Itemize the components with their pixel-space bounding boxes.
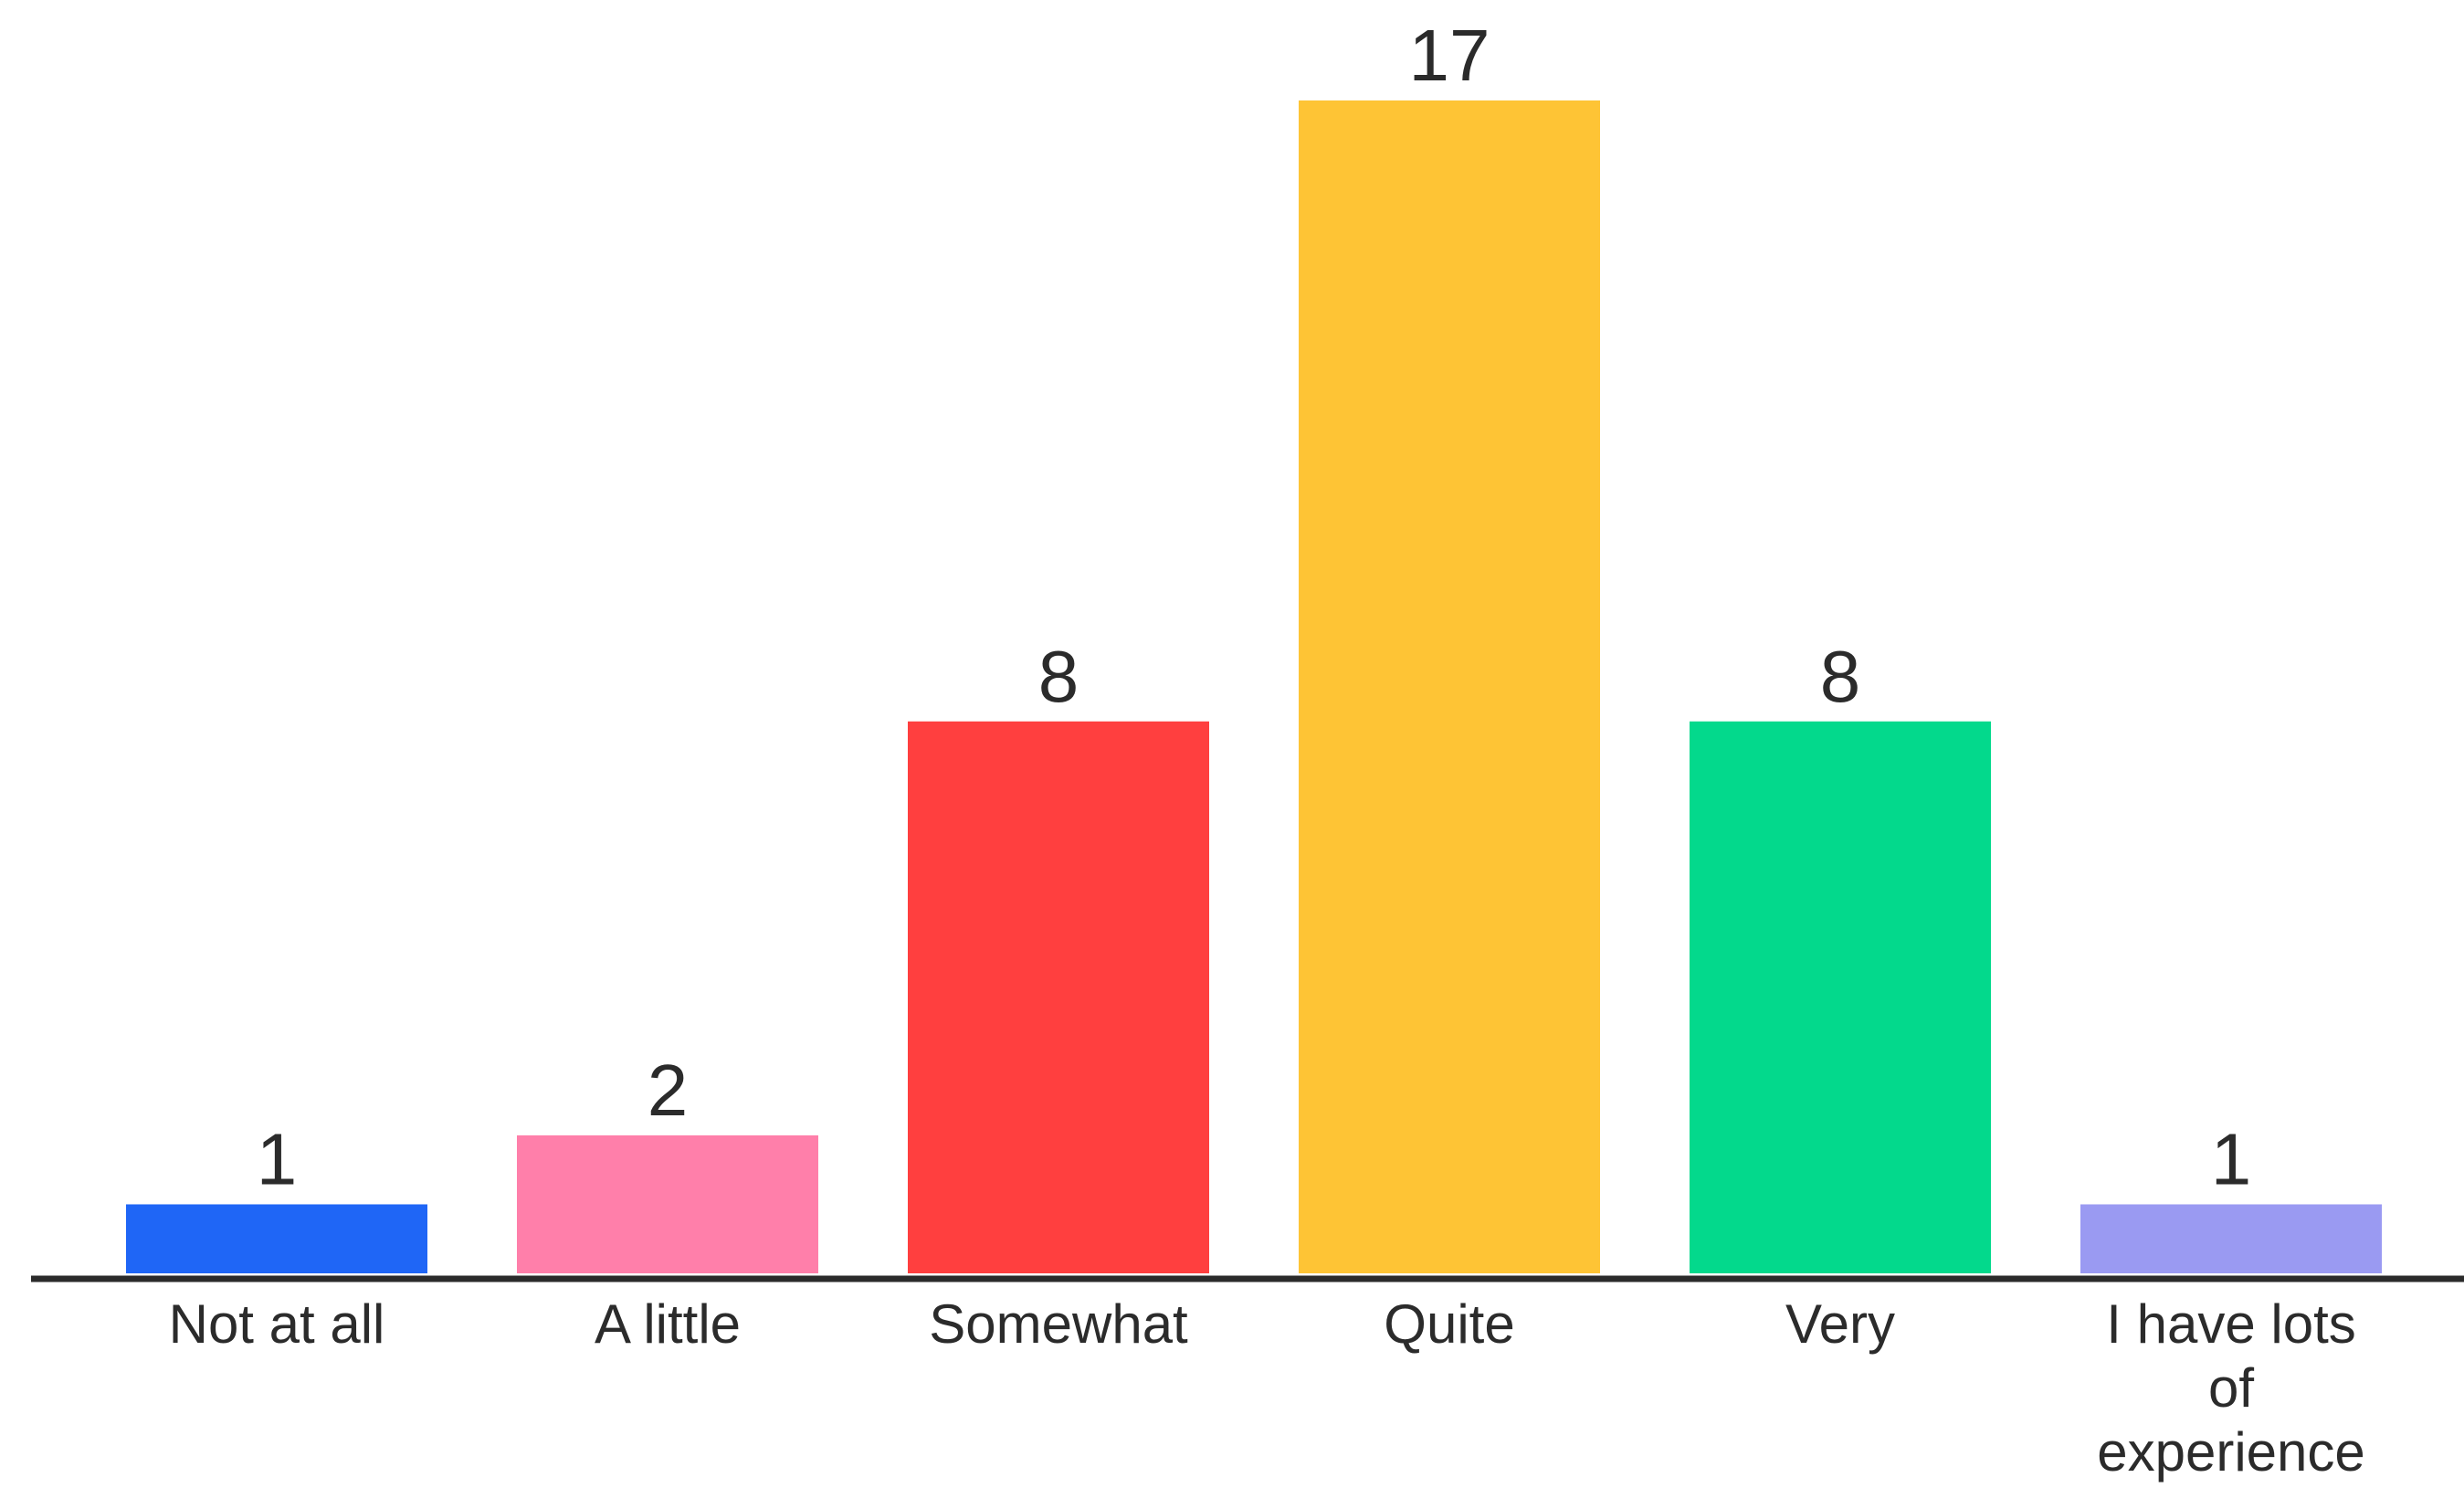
data-label-1: 2 bbox=[648, 1050, 689, 1131]
category-label-line: Not at all bbox=[169, 1293, 385, 1355]
category-label-line: Quite bbox=[1384, 1293, 1514, 1355]
bar-5 bbox=[2080, 1204, 2382, 1273]
bar-1 bbox=[517, 1134, 818, 1273]
category-label-line: I have lots bbox=[2106, 1293, 2356, 1355]
data-label-3: 17 bbox=[1409, 15, 1490, 96]
value-labels-group: 1 2 8 17 8 1 bbox=[257, 15, 2252, 1199]
category-labels-group: Not at all A little Somewhat Quite Very I hav… bbox=[169, 1293, 2365, 1483]
category-label-line: A little bbox=[595, 1293, 741, 1355]
category-label-4: Very bbox=[1785, 1293, 1895, 1355]
bars-group bbox=[126, 100, 2382, 1273]
category-label-line: Very bbox=[1785, 1293, 1895, 1355]
bar-0 bbox=[126, 1204, 427, 1273]
category-label-line: of bbox=[2208, 1357, 2254, 1419]
data-label-2: 8 bbox=[1038, 636, 1079, 717]
category-label-3: Quite bbox=[1384, 1293, 1514, 1355]
bar-3 bbox=[1299, 100, 1600, 1273]
category-label-line: Somewhat bbox=[929, 1293, 1188, 1355]
data-label-0: 1 bbox=[257, 1118, 298, 1199]
category-label-5: I have lots of experience bbox=[2097, 1293, 2365, 1483]
category-label-line: experience bbox=[2097, 1421, 2365, 1483]
bar-4 bbox=[1690, 721, 1991, 1273]
category-label-0: Not at all bbox=[169, 1293, 385, 1355]
category-label-1: A little bbox=[595, 1293, 741, 1355]
bar-2 bbox=[908, 721, 1209, 1273]
category-label-2: Somewhat bbox=[929, 1293, 1188, 1355]
data-label-4: 8 bbox=[1820, 636, 1861, 717]
data-label-5: 1 bbox=[2211, 1118, 2252, 1199]
